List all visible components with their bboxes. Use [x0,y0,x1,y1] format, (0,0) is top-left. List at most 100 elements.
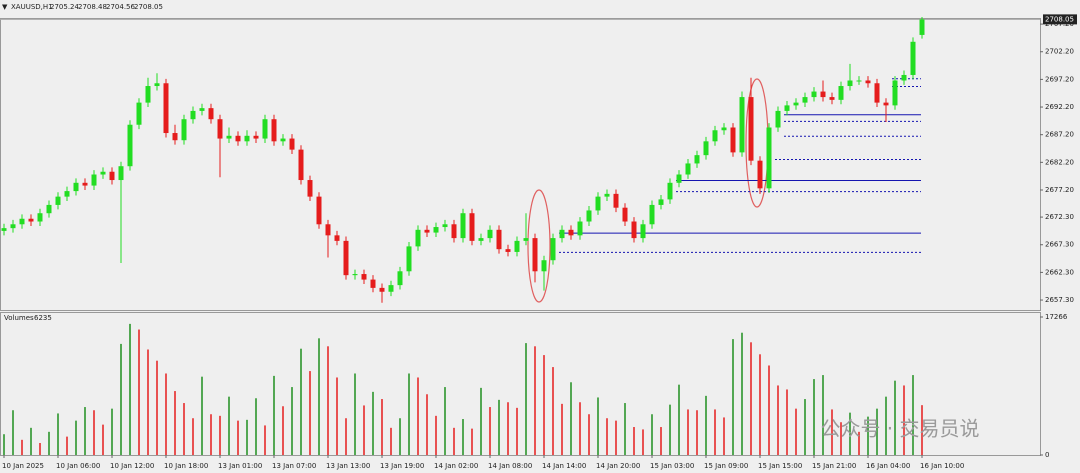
candle-body [604,193,610,197]
candle-body [901,74,907,81]
candle-body [352,274,358,276]
x-tick-label: 15 Jan 15:00 [758,462,802,470]
candle-body [514,240,520,252]
candle-body [100,171,106,175]
candle-body [379,287,385,292]
y-tick-label: 2702.20 [1045,48,1074,56]
candle-body [442,224,448,228]
candle-body [370,279,376,288]
candle-body [289,138,295,150]
candle-body [784,105,790,111]
candle-body [37,213,43,222]
candle-body [577,221,583,236]
candle-body [865,80,871,84]
candle-body [766,127,772,189]
candle-body [559,229,565,239]
candle-body [226,135,232,139]
x-tick-label: 10 Jan 06:00 [56,462,100,470]
candle-body [676,174,682,183]
volume-panel [0,312,1041,456]
candle-body [496,229,502,250]
candle-body [181,119,187,141]
candle-body [163,83,169,134]
candle-body [55,196,61,205]
x-tick-label: 14 Jan 20:00 [596,462,640,470]
y-tick-label: 2697.20 [1045,75,1074,83]
candle-body [667,182,673,200]
candle-body [622,207,628,222]
candle-body [136,102,142,125]
candle-body [235,135,241,142]
candle-body [721,127,727,131]
candle-body [280,138,286,142]
price-box-label: 2708.05 [1045,15,1074,23]
candle-body [487,229,493,239]
candle-body [505,249,511,252]
candle-body [802,97,808,103]
candle-body [298,149,304,181]
candle-body [739,97,745,153]
y-tick-label: 2687.20 [1045,131,1074,139]
y-tick-label: 2692.20 [1045,103,1074,111]
candle-body [523,238,529,241]
candle-body [883,102,889,106]
candle-body [874,83,880,103]
ohlc-high: 2708.48 [78,3,107,11]
candle-body [325,224,331,236]
chart-title: XAUUSD,H1 [11,3,53,11]
candle-body [343,240,349,276]
y-tick-label: 2677.20 [1045,186,1074,194]
v-tick-label: 17266 [1045,313,1068,321]
ohlc-open: 2705.24 [50,3,79,11]
candle-body [19,218,25,225]
candle-body [757,160,763,189]
candle-body [631,221,637,239]
candle-body [316,196,322,225]
candle-body [208,108,214,120]
candle-body [712,130,718,142]
candle-body [118,166,124,181]
candle-body [307,180,313,197]
candle-body [406,246,412,272]
candle-body [217,119,223,139]
candle-body [244,135,250,142]
candle-body [64,191,70,197]
x-tick-label: 15 Jan 09:00 [704,462,748,470]
candle-body [253,135,259,139]
x-tick-label: 13 Jan 19:00 [380,462,424,470]
candle-body [685,163,691,175]
candle-body [82,182,88,186]
candle-body [847,80,853,87]
candle-body [145,86,151,103]
candle-body [532,238,538,272]
x-tick-label: 13 Jan 13:00 [326,462,370,470]
candle-body [811,91,817,98]
x-tick-label: 16 Jan 10:00 [920,462,964,470]
candle-body [361,274,367,280]
candle-body [415,229,421,247]
x-tick-label: 15 Jan 03:00 [650,462,694,470]
x-tick-label: 10 Jan 18:00 [164,462,208,470]
candle-body [892,80,898,106]
candle-body [658,199,664,205]
x-tick-label: 14 Jan 14:00 [542,462,586,470]
candle-body [910,41,916,75]
ohlc-low: 2704.56 [106,3,135,11]
candle-body [127,124,133,167]
candle-body [550,238,556,261]
ohlc-close: 2708.05 [134,3,163,11]
candle-body [541,260,547,272]
candle-body [649,204,655,225]
candle-body [568,229,574,236]
candle-body [451,224,457,239]
candle-body [730,127,736,153]
volume-last: 6235 [34,314,52,322]
y-tick-label: 2657.30 [1045,296,1074,304]
candle-body [172,133,178,141]
candle-body [613,193,619,208]
candle-body [397,271,403,286]
candle-body [1,228,7,231]
